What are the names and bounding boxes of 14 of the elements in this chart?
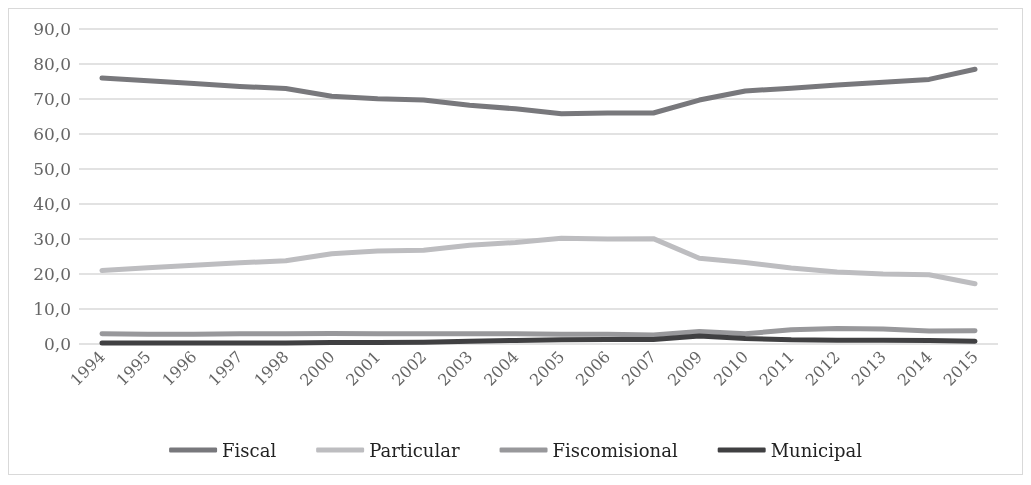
legend-label: Fiscal (222, 439, 277, 461)
y-tick-label: 10,0 (33, 299, 71, 319)
legend-label: Fiscomisional (552, 439, 678, 461)
legend-label: Municipal (770, 439, 863, 461)
y-tick-label: 60,0 (33, 124, 71, 144)
y-tick-label: 50,0 (33, 159, 71, 179)
y-tick-label: 80,0 (33, 54, 71, 74)
y-tick-label: 30,0 (33, 229, 71, 249)
y-tick-label: 0,0 (43, 334, 71, 354)
legend-label: Particular (369, 439, 460, 461)
y-tick-label: 70,0 (33, 89, 71, 109)
y-tick-label: 90,0 (33, 19, 71, 39)
y-tick-label: 20,0 (33, 264, 71, 284)
y-tick-label: 40,0 (33, 194, 71, 214)
